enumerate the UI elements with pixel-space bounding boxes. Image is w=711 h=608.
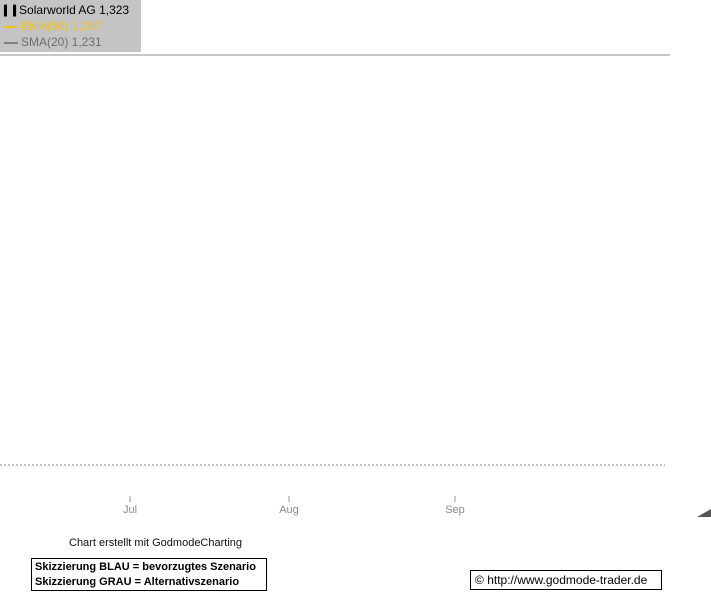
legend: ▌▐ Solarworld AG 1,323 EMA(50) 1,267 SMA(… — [0, 0, 141, 52]
legend-item-price: ▌▐ Solarworld AG 1,323 — [4, 3, 129, 19]
x-axis: Jul Aug Sep — [123, 496, 465, 516]
legend-label-price: Solarworld AG 1,323 — [19, 3, 130, 17]
note-grey: Skizzierung GRAU = Alternativszenario — [35, 576, 240, 588]
ema-swatch-icon — [4, 25, 18, 28]
corner-mark — [697, 509, 711, 517]
source-link[interactable]: © http://www.godmode-trader.de — [470, 570, 662, 590]
candle-icon: ▌▐ — [4, 6, 17, 17]
source-url[interactable]: http://www.godmode-trader.de — [487, 573, 648, 587]
x-tick-label: Sep — [445, 504, 465, 516]
chart-credit: Chart erstellt mit GodmodeCharting — [69, 537, 243, 549]
legend-item-sma: SMA(20) 1,231 — [4, 35, 102, 49]
x-tick-label: Aug — [279, 504, 299, 516]
legend-label-sma: SMA(20) 1,231 — [21, 35, 102, 49]
legend-label-ema: EMA(50) 1,267 — [21, 19, 102, 33]
x-tick-label: Jul — [123, 504, 137, 516]
note-blue: Skizzierung BLAU = bevorzugtes Szenario — [35, 561, 256, 573]
legend-item-ema: EMA(50) 1,267 — [4, 19, 102, 33]
sma-swatch-icon — [4, 41, 18, 44]
copyright-icon: © — [475, 573, 484, 587]
scenario-notes: Skizzierung BLAU = bevorzugtes Szenario … — [31, 558, 267, 591]
